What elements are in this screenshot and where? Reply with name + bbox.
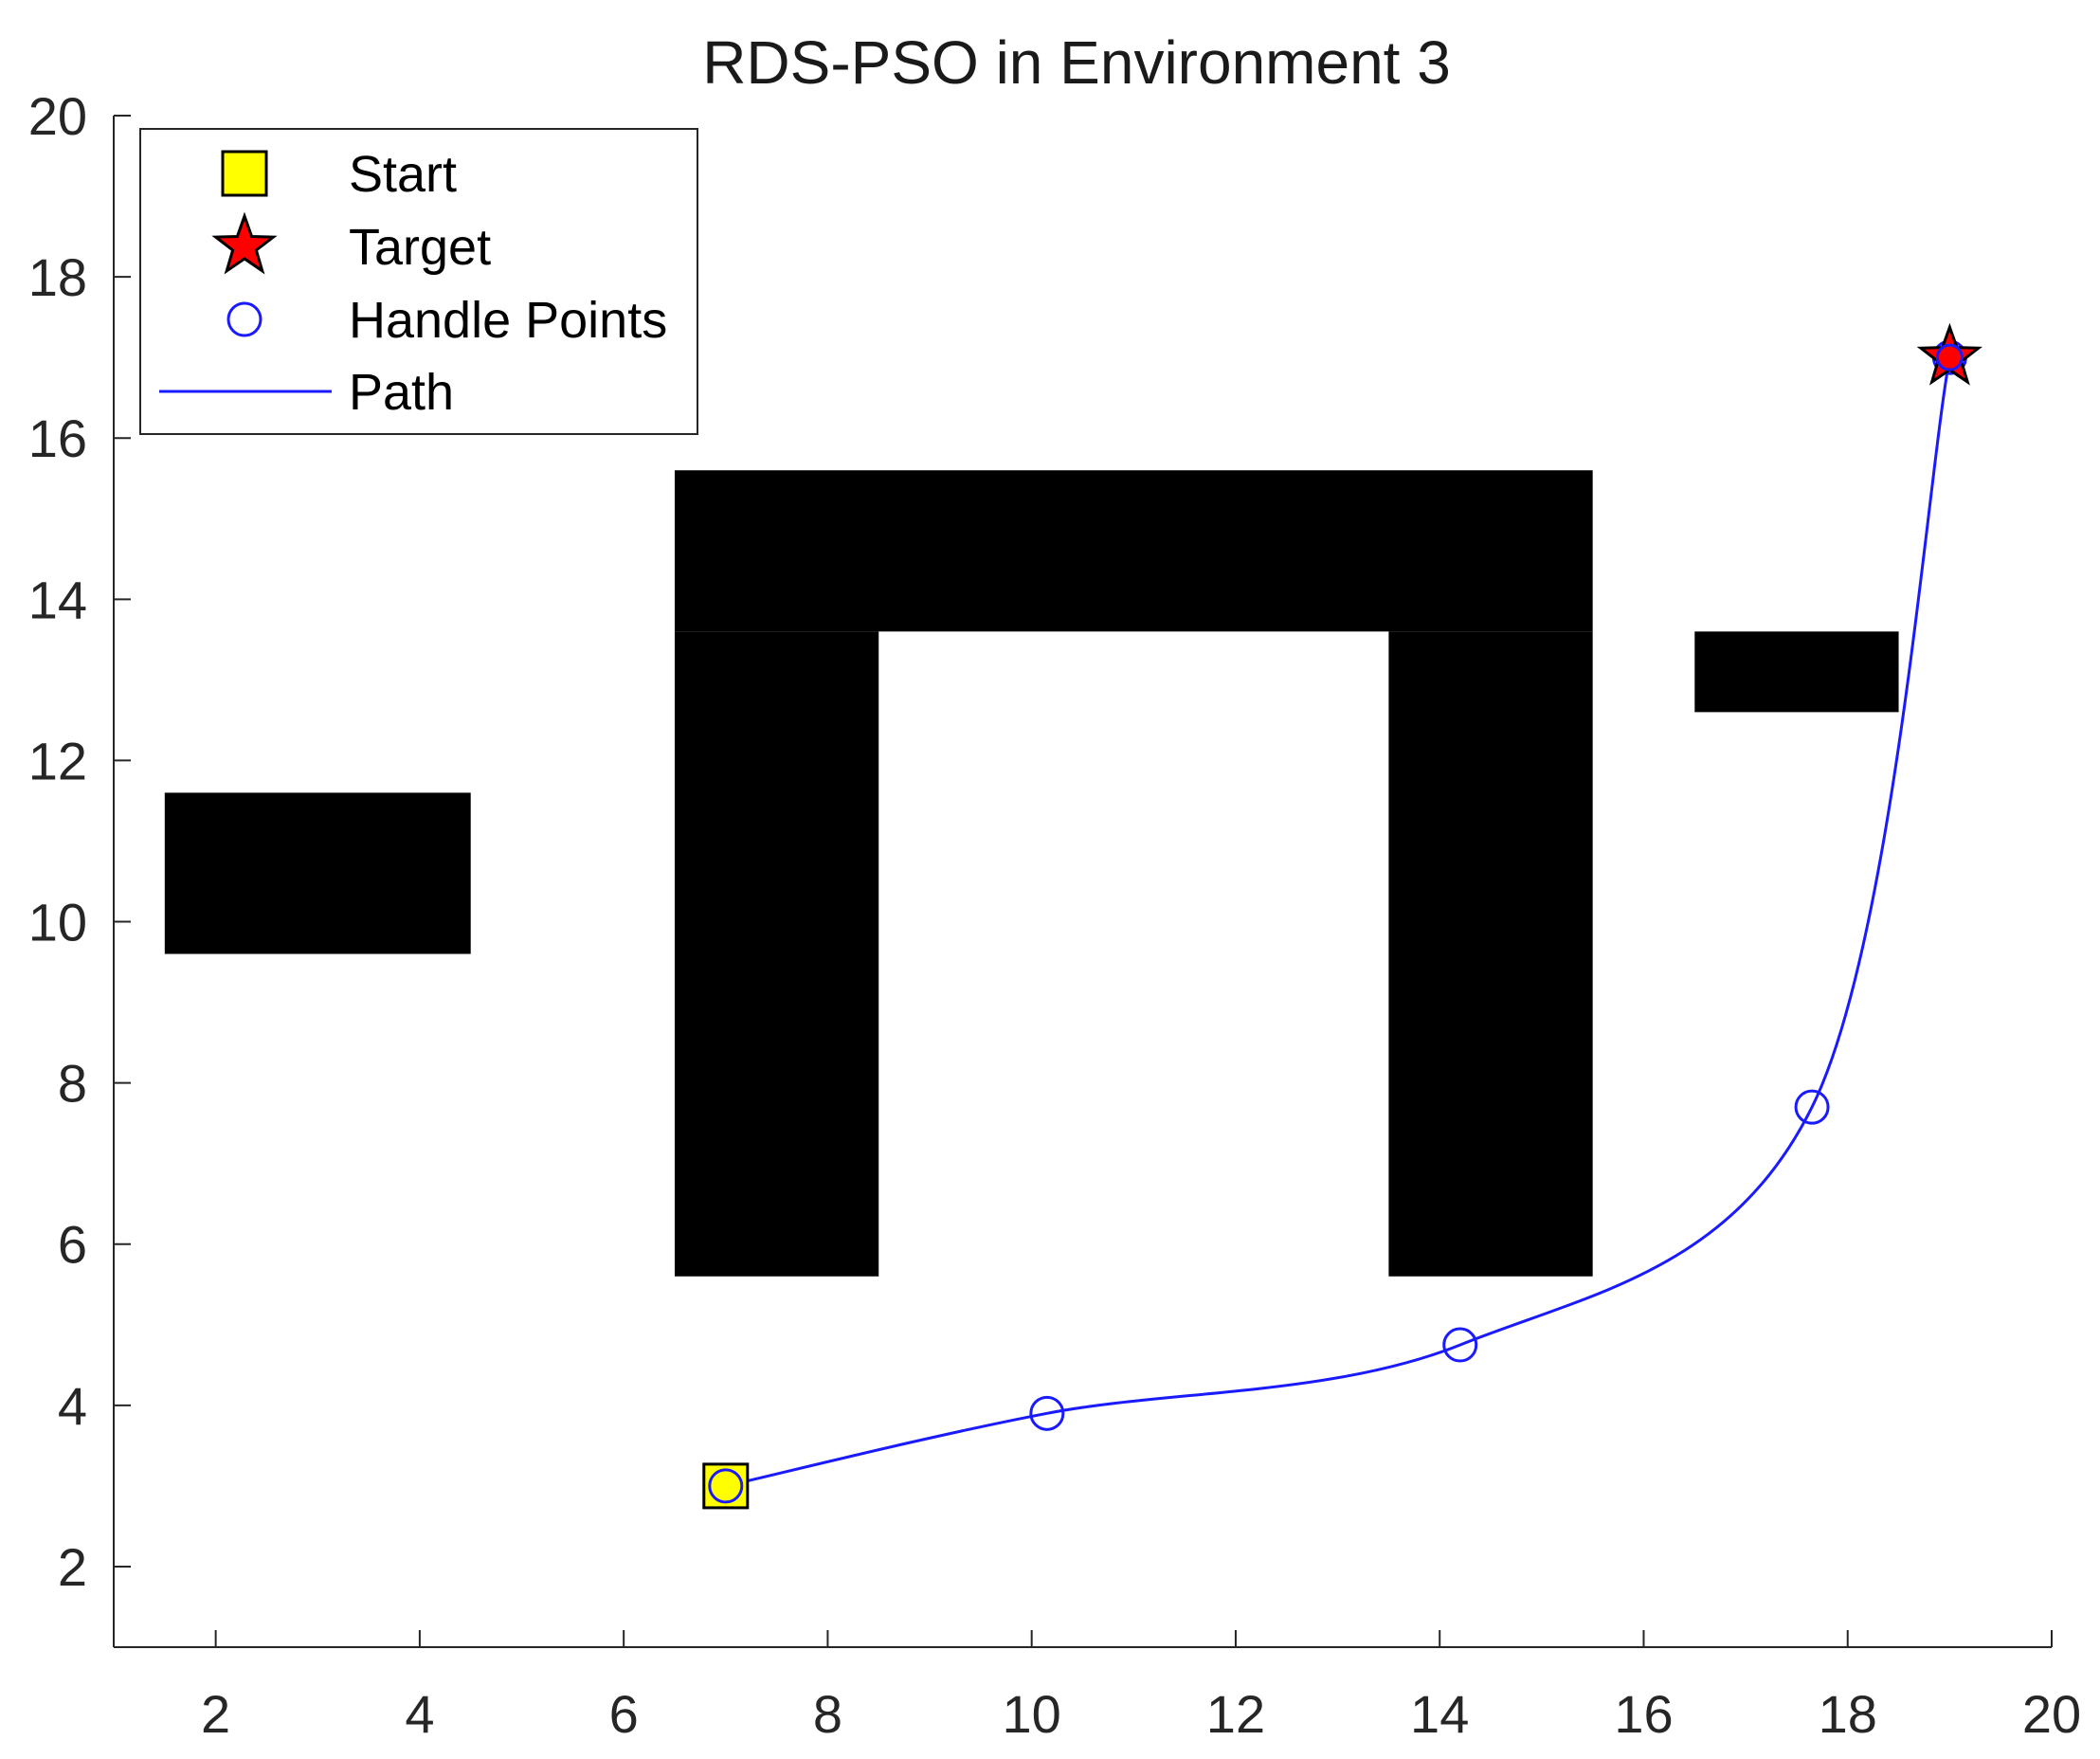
y-tick-label: 18 — [28, 247, 87, 307]
legend-label-target: Target — [349, 219, 491, 276]
y-tick-label: 16 — [28, 408, 87, 468]
obstacle-1 — [674, 470, 1593, 632]
axes: 2 4 6 8 10 12 14 16 18 20 2 4 6 8 10 12 14 16 18 20 — [28, 86, 2081, 1744]
chart-title: RDS-PSO in Environment 3 — [702, 28, 1451, 97]
legend-start-icon — [221, 150, 268, 197]
x-tick-label: 10 — [1003, 1684, 1061, 1744]
legend: Start Target Handle Points Path — [139, 128, 698, 435]
y-tick-label: 8 — [58, 1054, 87, 1114]
target-handle-point — [1935, 343, 1964, 372]
x-tick-label: 2 — [201, 1684, 230, 1744]
obstacle-2 — [674, 631, 879, 1277]
start-marker — [702, 1462, 750, 1510]
y-tick-label: 2 — [58, 1537, 87, 1597]
handle-point — [1794, 1089, 1830, 1125]
obstacle-4 — [1694, 631, 1899, 713]
x-tick-label: 18 — [1819, 1684, 1877, 1744]
obstacles — [164, 470, 1899, 1277]
x-tick-label: 20 — [2022, 1684, 2081, 1744]
y-tick-label: 4 — [58, 1376, 87, 1436]
y-tick-label: 10 — [28, 893, 87, 952]
path-line — [725, 356, 1951, 1488]
legend-target-icon — [211, 211, 278, 275]
legend-label-path: Path — [349, 364, 454, 421]
y-tick-label: 14 — [28, 570, 87, 629]
obstacle-0 — [164, 792, 471, 954]
x-tick-label: 8 — [813, 1684, 842, 1744]
x-tick-label: 14 — [1410, 1684, 1469, 1744]
obstacle-3 — [1388, 631, 1593, 1277]
x-tick-label: 6 — [609, 1684, 639, 1744]
handle-point — [708, 1468, 744, 1504]
legend-handle-icon — [226, 301, 262, 337]
handle-point — [1442, 1327, 1478, 1363]
legend-label-handle: Handle Points — [349, 292, 667, 349]
handle-point — [1029, 1395, 1065, 1431]
legend-label-start: Start — [349, 146, 457, 203]
x-tick-label: 12 — [1206, 1684, 1265, 1744]
markers — [702, 322, 1983, 1510]
y-tick-label: 6 — [58, 1215, 87, 1275]
y-tick-label: 20 — [28, 86, 87, 146]
x-tick-label: 4 — [405, 1684, 434, 1744]
x-tick-label: 16 — [1614, 1684, 1673, 1744]
y-tick-label: 12 — [28, 731, 87, 790]
path-layer — [725, 356, 1951, 1488]
